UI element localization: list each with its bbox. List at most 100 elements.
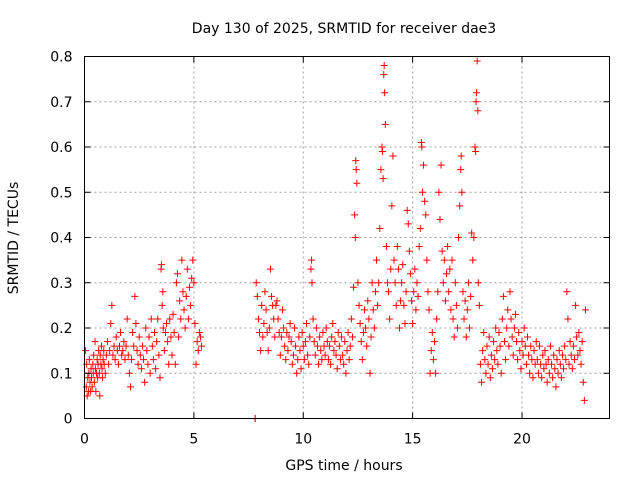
data-point xyxy=(345,356,353,364)
data-point xyxy=(272,301,280,309)
data-point xyxy=(409,319,417,327)
data-point xyxy=(344,329,352,337)
data-point xyxy=(299,342,307,350)
data-point xyxy=(257,347,265,355)
data-point xyxy=(491,356,499,364)
data-point xyxy=(578,338,586,346)
data-point xyxy=(187,301,195,309)
data-point xyxy=(458,188,466,196)
data-point xyxy=(462,333,470,341)
data-point xyxy=(278,306,286,314)
data-point xyxy=(366,369,374,377)
data-point xyxy=(501,338,508,346)
data-point xyxy=(308,256,316,264)
data-point xyxy=(551,365,559,373)
data-point xyxy=(466,324,473,332)
data-point xyxy=(371,288,379,296)
data-point xyxy=(380,62,388,70)
data-point xyxy=(561,342,569,350)
data-point xyxy=(550,351,558,359)
data-point xyxy=(342,369,350,377)
data-point xyxy=(523,333,531,341)
data-point xyxy=(295,333,303,341)
data-point xyxy=(125,369,133,377)
data-point xyxy=(160,347,168,355)
data-point xyxy=(469,256,477,264)
data-point xyxy=(131,292,139,300)
data-point xyxy=(331,338,339,346)
data-point xyxy=(329,319,337,327)
data-point xyxy=(92,387,100,395)
data-point xyxy=(494,360,502,368)
data-point xyxy=(283,329,291,337)
data-point xyxy=(129,329,137,337)
data-point xyxy=(499,292,507,300)
data-point xyxy=(446,265,454,273)
y-tick-label: 0.3 xyxy=(50,276,72,292)
data-point xyxy=(148,342,156,350)
data-point xyxy=(254,315,262,323)
data-point xyxy=(315,360,323,368)
data-point xyxy=(284,347,292,355)
data-point xyxy=(188,274,196,282)
data-point xyxy=(463,306,471,314)
data-point xyxy=(530,347,538,355)
data-point xyxy=(183,265,191,273)
data-point xyxy=(306,333,314,341)
data-point xyxy=(93,356,101,364)
data-point xyxy=(330,347,338,355)
data-point xyxy=(119,347,127,355)
data-point xyxy=(291,324,298,332)
data-point xyxy=(114,360,122,368)
y-tick-label: 0.6 xyxy=(50,140,72,156)
data-point xyxy=(191,319,199,327)
data-point xyxy=(490,338,498,346)
data-point xyxy=(549,374,557,382)
data-point xyxy=(176,297,184,305)
data-point xyxy=(392,301,400,309)
data-point xyxy=(473,89,480,97)
data-point xyxy=(496,342,504,350)
data-point xyxy=(459,288,467,296)
data-point xyxy=(436,215,444,223)
data-point xyxy=(453,324,461,332)
data-point xyxy=(105,360,113,368)
data-point xyxy=(292,342,300,350)
data-point xyxy=(573,333,581,341)
data-point xyxy=(533,356,541,364)
data-point xyxy=(144,360,152,368)
x-axis-title: GPS time / hours xyxy=(285,458,402,474)
data-point xyxy=(375,279,383,287)
data-point xyxy=(304,351,312,359)
data-point xyxy=(389,152,397,160)
data-point xyxy=(457,152,465,160)
data-point xyxy=(287,338,295,346)
data-point xyxy=(553,356,561,364)
data-point xyxy=(439,279,447,287)
data-point xyxy=(548,360,556,368)
data-point xyxy=(569,342,577,350)
data-point xyxy=(369,306,377,314)
data-point xyxy=(390,256,398,264)
data-point xyxy=(146,369,154,377)
data-point xyxy=(90,351,98,359)
data-point xyxy=(122,342,130,350)
data-point xyxy=(565,360,573,368)
data-point xyxy=(443,270,451,278)
data-point xyxy=(300,356,308,364)
data-point xyxy=(397,297,405,305)
data-point xyxy=(358,356,366,364)
chart-title: Day 130 of 2025, SRMTID for receiver dae… xyxy=(192,21,496,37)
data-point xyxy=(482,369,490,377)
data-point xyxy=(393,243,401,251)
data-point xyxy=(340,360,348,368)
data-point xyxy=(90,378,98,386)
data-point xyxy=(450,333,458,341)
data-point xyxy=(161,329,169,337)
data-point xyxy=(134,360,142,368)
data-point xyxy=(509,351,517,359)
data-point xyxy=(483,342,491,350)
data-point xyxy=(170,329,178,337)
data-point xyxy=(505,342,513,350)
data-point xyxy=(98,342,106,350)
